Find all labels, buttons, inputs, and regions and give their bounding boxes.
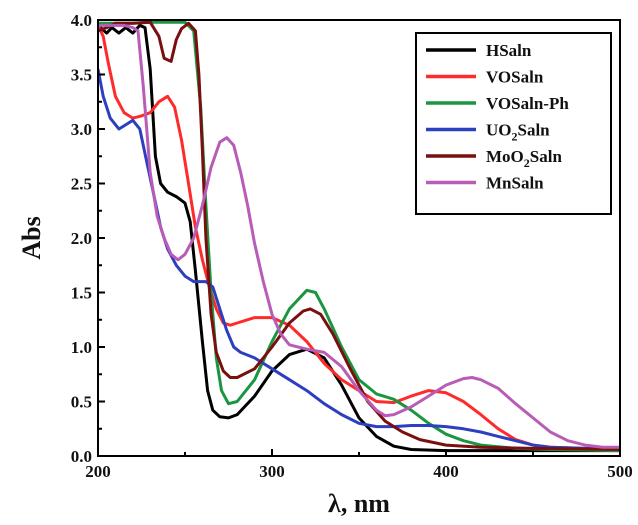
x-axis-title: λ, nm <box>328 489 390 518</box>
legend-label: UO2Saln <box>486 121 550 144</box>
y-tick-label: 0.5 <box>71 393 92 412</box>
y-tick-label: 1.5 <box>71 284 92 303</box>
y-tick-label: 2.0 <box>71 229 92 248</box>
legend-label: HSaln <box>486 41 532 60</box>
series-line-3 <box>98 68 620 450</box>
y-tick-label: 3.0 <box>71 120 92 139</box>
y-tick-label: 0.0 <box>71 447 92 466</box>
legend-label: VOSaln <box>486 68 544 87</box>
x-tick-label: 200 <box>85 462 111 481</box>
legend-label: VOSaln-Ph <box>486 94 569 113</box>
y-axis-title: Abs <box>17 216 46 259</box>
series-line-5 <box>98 23 620 449</box>
x-tick-label: 500 <box>607 462 633 481</box>
ticks-layer: 200 300 400 500 0.0 0.5 1.0 1.5 2.0 2.5 3.0 3.5 4.0 <box>71 11 633 481</box>
legend-label: MoO2Saln <box>486 147 562 170</box>
x-tick-label: 400 <box>433 462 459 481</box>
series-line-4 <box>98 20 620 451</box>
legend-label: MnSaln <box>486 174 544 193</box>
y-tick-label: 3.5 <box>71 66 92 85</box>
legend: HSaln VOSaln VOSaln-Ph UO2Saln MoO2Saln MnSal… <box>415 32 612 215</box>
series-layer <box>98 20 620 453</box>
y-tick-label: 2.5 <box>71 175 92 194</box>
x-tick-label: 300 <box>259 462 285 481</box>
y-tick-label: 4.0 <box>71 11 92 30</box>
y-tick-label: 1.0 <box>71 338 92 357</box>
